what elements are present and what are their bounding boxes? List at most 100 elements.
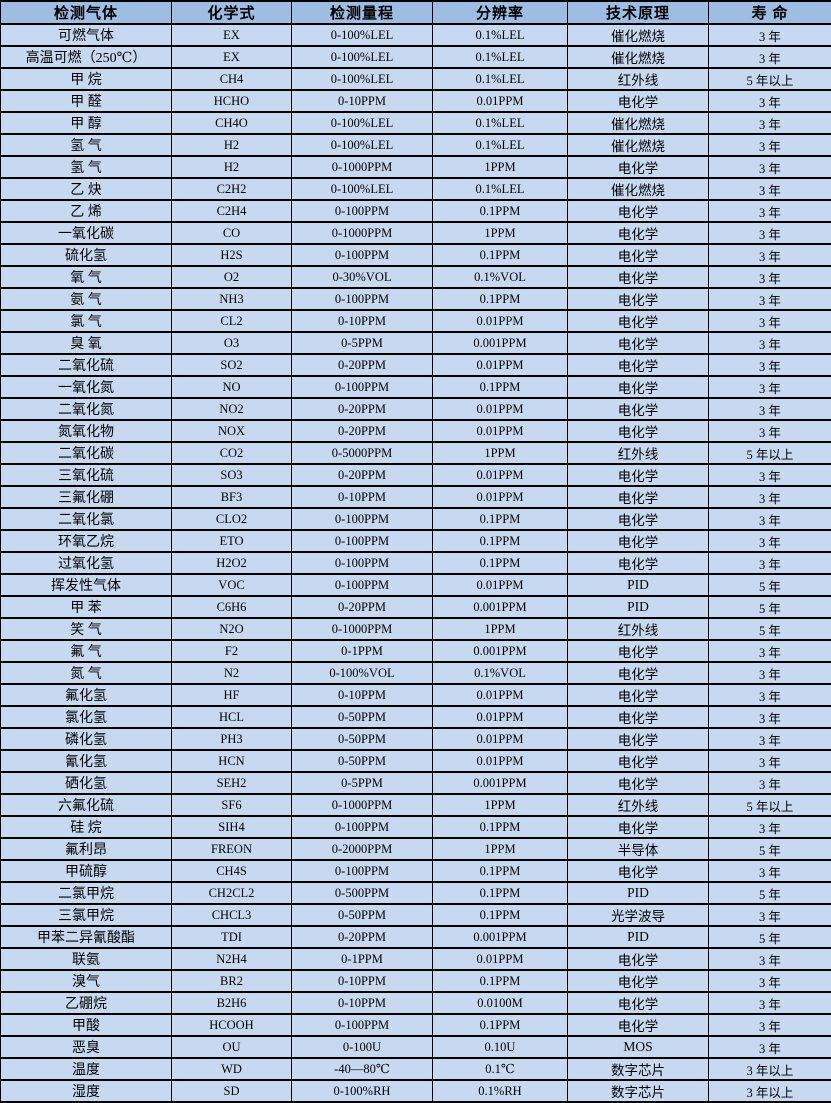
cell-gas-name: 氯 气 [1, 310, 172, 332]
cell-gas-name: 温度 [1, 1058, 172, 1080]
cell-resolution: 1PPM [433, 794, 568, 816]
cell-detection-range: 0-100PPM [292, 574, 433, 596]
cell-resolution: 0.1PPM [433, 860, 568, 882]
cell-resolution: 0.1℃ [433, 1058, 568, 1080]
cell-resolution: 0.1PPM [433, 882, 568, 904]
cell-resolution: 0.01PPM [433, 728, 568, 750]
cell-chemical-formula: N2O [172, 618, 292, 640]
cell-resolution: 0.1%LEL [433, 68, 568, 90]
cell-chemical-formula: NOX [172, 420, 292, 442]
cell-resolution: 0.1PPM [433, 904, 568, 926]
cell-detection-range: 0-100PPM [292, 530, 433, 552]
cell-detection-range: 0-1000PPM [292, 794, 433, 816]
cell-gas-name: 甲 醛 [1, 90, 172, 112]
cell-chemical-formula: OU [172, 1036, 292, 1058]
cell-resolution: 0.1PPM [433, 552, 568, 574]
cell-chemical-formula: BR2 [172, 970, 292, 992]
column-header-formula: 化学式 [172, 1, 292, 24]
cell-chemical-formula: NH3 [172, 288, 292, 310]
cell-resolution: 1PPM [433, 838, 568, 860]
cell-technology: 电化学 [568, 244, 709, 266]
header-row: 检测气体 化学式 检测量程 分辨率 技术原理 寿 命 [1, 1, 831, 24]
cell-lifespan: 3 年 [709, 1036, 831, 1058]
cell-resolution: 0.1PPM [433, 970, 568, 992]
cell-lifespan: 3 年 [709, 948, 831, 970]
cell-lifespan: 3 年 [709, 684, 831, 706]
cell-chemical-formula: CO2 [172, 442, 292, 464]
cell-chemical-formula: CH2CL2 [172, 882, 292, 904]
cell-gas-name: 三氟化硼 [1, 486, 172, 508]
cell-lifespan: 3 年 [709, 464, 831, 486]
cell-gas-name: 环氧乙烷 [1, 530, 172, 552]
cell-lifespan: 3 年 [709, 1014, 831, 1036]
cell-technology: 电化学 [568, 772, 709, 794]
cell-chemical-formula: HCN [172, 750, 292, 772]
cell-gas-name: 氢 气 [1, 134, 172, 156]
cell-detection-range: 0-100%LEL [292, 112, 433, 134]
cell-lifespan: 3 年 [709, 706, 831, 728]
cell-chemical-formula: H2 [172, 156, 292, 178]
cell-chemical-formula: C6H6 [172, 596, 292, 618]
cell-technology: 电化学 [568, 354, 709, 376]
cell-detection-range: -40—80℃ [292, 1058, 433, 1080]
cell-technology: PID [568, 574, 709, 596]
cell-resolution: 0.1PPM [433, 376, 568, 398]
cell-chemical-formula: WD [172, 1058, 292, 1080]
cell-lifespan: 3 年 [709, 46, 831, 68]
cell-resolution: 0.01PPM [433, 684, 568, 706]
cell-resolution: 0.001PPM [433, 332, 568, 354]
cell-detection-range: 0-20PPM [292, 926, 433, 948]
cell-detection-range: 0-1000PPM [292, 156, 433, 178]
cell-detection-range: 0-50PPM [292, 706, 433, 728]
cell-technology: 电化学 [568, 376, 709, 398]
cell-lifespan: 5 年以上 [709, 442, 831, 464]
cell-detection-range: 0-20PPM [292, 420, 433, 442]
cell-technology: 电化学 [568, 266, 709, 288]
cell-resolution: 0.1PPM [433, 1014, 568, 1036]
cell-gas-name: 二氧化硫 [1, 354, 172, 376]
cell-detection-range: 0-100PPM [292, 1014, 433, 1036]
cell-gas-name: 二氧化碳 [1, 442, 172, 464]
cell-gas-name: 乙 烯 [1, 200, 172, 222]
cell-technology: 电化学 [568, 662, 709, 684]
cell-resolution: 0.001PPM [433, 640, 568, 662]
cell-gas-name: 甲 烷 [1, 68, 172, 90]
cell-resolution: 0.01PPM [433, 354, 568, 376]
cell-detection-range: 0-20PPM [292, 398, 433, 420]
cell-technology: PID [568, 882, 709, 904]
cell-gas-name: 氢 气 [1, 156, 172, 178]
cell-resolution: 0.001PPM [433, 772, 568, 794]
column-header-range: 检测量程 [292, 1, 433, 24]
cell-lifespan: 3 年 [709, 728, 831, 750]
cell-detection-range: 0-100PPM [292, 860, 433, 882]
cell-detection-range: 0-50PPM [292, 728, 433, 750]
cell-gas-name: 二氧化氮 [1, 398, 172, 420]
cell-technology: 半导体 [568, 838, 709, 860]
cell-resolution: 0.01PPM [433, 948, 568, 970]
column-header-technology: 技术原理 [568, 1, 709, 24]
cell-resolution: 1PPM [433, 156, 568, 178]
cell-detection-range: 0-20PPM [292, 354, 433, 376]
cell-lifespan: 3 年 [709, 992, 831, 1014]
cell-gas-name: 二氯甲烷 [1, 882, 172, 904]
cell-gas-name: 氟利昂 [1, 838, 172, 860]
cell-resolution: 0.001PPM [433, 926, 568, 948]
cell-lifespan: 3 年 [709, 420, 831, 442]
cell-gas-name: 三氧化硫 [1, 464, 172, 486]
cell-resolution: 0.01PPM [433, 706, 568, 728]
cell-chemical-formula: B2H6 [172, 992, 292, 1014]
cell-detection-range: 0-100PPM [292, 552, 433, 574]
